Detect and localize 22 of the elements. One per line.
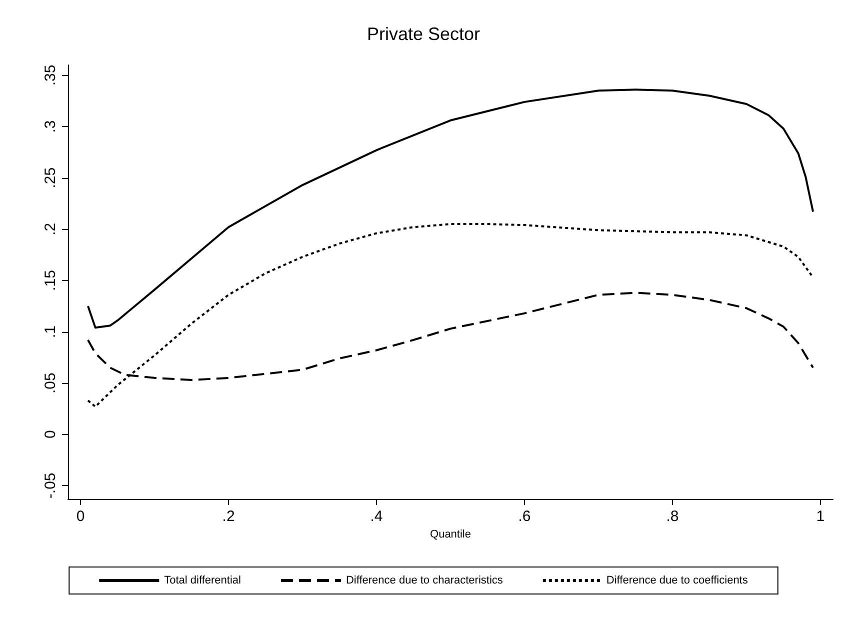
x-tick-label: .6: [518, 508, 531, 525]
chart-title: Private Sector: [366, 24, 480, 44]
x-tick-label: .2: [222, 508, 235, 525]
y-tick-label: .3: [42, 120, 59, 133]
line-series: [86, 223, 814, 408]
y-tick-label: .05: [42, 372, 59, 394]
legend-label: Difference due to coefficients: [606, 574, 748, 586]
line-series: [86, 88, 814, 329]
y-tick-label: -.05: [42, 472, 59, 499]
legend-label: Total differential: [164, 574, 241, 586]
y-tick-label: .35: [42, 64, 59, 86]
y-tick-label: 0: [42, 430, 59, 439]
x-axis-title: Quantile: [430, 528, 471, 540]
x-tick-label: .4: [370, 508, 383, 525]
x-tick-label: 0: [76, 508, 85, 525]
y-tick-label: .1: [42, 326, 59, 338]
x-tick-label: 1: [816, 508, 825, 525]
legend-label: Difference due to characteristics: [346, 574, 504, 586]
y-tick-label: .15: [42, 270, 59, 291]
y-tick-label: .2: [42, 222, 59, 236]
x-tick-label: .8: [666, 508, 679, 525]
y-tick-label: .25: [42, 167, 59, 188]
